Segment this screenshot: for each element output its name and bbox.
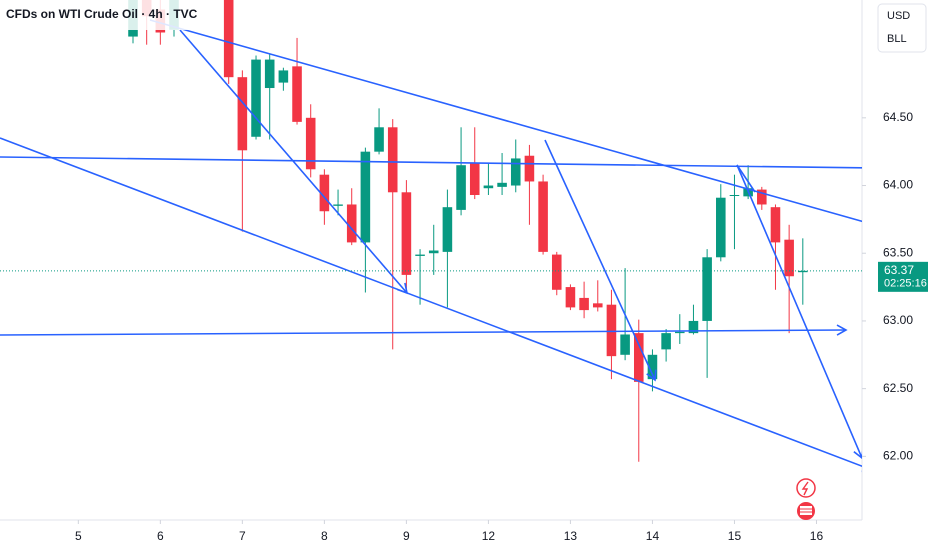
unit-box[interactable] [877,3,927,53]
candle-body [770,207,781,243]
chart-title: CFDs on WTI Crude Oil · 4h · TVC [6,7,198,21]
candle-body [702,257,712,321]
candle-body [579,297,589,311]
candle-body [360,151,371,243]
candle-body [729,195,740,196]
x-tick-label: 5 [75,529,82,543]
last-price-label: 63.37 [884,263,914,277]
countdown: 02:25:16 [884,278,927,290]
candle-body [688,320,699,334]
x-tick-label: 6 [157,529,164,543]
x-tick-label: 13 [564,529,578,543]
candle-body [757,189,767,205]
candle-body [675,331,685,334]
trend-line [0,324,848,336]
lightning [801,481,809,496]
y-tick-label: 63.50 [883,245,913,259]
candle-body [442,207,453,252]
axes: 62.00 62.50 63.00 63.50 64.00 64.50 5 6 7 8 9 12 13 1… [0,110,928,543]
candle-body [251,59,261,137]
candle-body [346,204,357,243]
trend-lines [0,19,862,473]
candle-body [647,354,658,380]
candle-body [565,287,576,308]
candle-body [415,254,425,256]
candle-body [305,117,316,170]
trend-line [179,29,409,295]
candle-body [661,333,671,350]
candle-body [483,185,494,189]
trend-line [0,137,862,473]
title-bg [0,0,190,30]
candle-body [237,77,248,151]
candle-body [264,59,275,89]
candle-body [428,250,439,254]
y-tick-label: 63.00 [883,313,913,327]
trend-line [736,164,862,460]
candle-body [633,333,644,382]
candle-body [319,174,330,212]
candle-body [510,158,521,186]
trend-line [736,164,756,193]
candle-body [784,239,794,277]
x-tick-label: 14 [646,529,660,543]
candle-body [387,127,398,193]
y-tick-label: 62.00 [883,449,913,463]
candle-body [798,270,808,273]
candle-body [538,181,548,252]
candle-body [524,155,535,182]
trend-line [544,139,657,382]
candle-body [592,303,603,308]
candle-body [333,204,343,206]
candle-body [497,182,507,187]
candle-body [606,304,617,357]
x-tick-label: 12 [482,529,496,543]
flag [800,506,812,515]
candle-body [374,127,384,152]
last-price-tag [878,261,928,292]
x-tick-label: 16 [810,529,824,543]
x-tick-label: 15 [728,529,742,543]
candle-body [456,165,466,210]
event-icon[interactable] [796,478,816,498]
x-tick-label: 8 [321,529,328,543]
y-tick-label: 62.50 [883,381,913,395]
x-tick-label: 9 [403,529,410,543]
candle-body [620,334,630,355]
candle-body [469,162,480,195]
candles [128,0,808,462]
candle-body [223,0,234,78]
candle-body [292,66,302,122]
candle-body [716,197,726,258]
candle-body [551,254,562,290]
y-tick-label: 64.00 [883,178,913,192]
candle-body [401,192,412,275]
candle-body [278,70,289,83]
unit[interactable]: BLL [887,33,907,45]
trend-line [0,156,862,169]
y-tick-label: 64.50 [883,110,913,124]
currency[interactable]: USD [887,10,910,22]
event-icons [796,478,816,520]
x-tick-label: 7 [239,529,246,543]
